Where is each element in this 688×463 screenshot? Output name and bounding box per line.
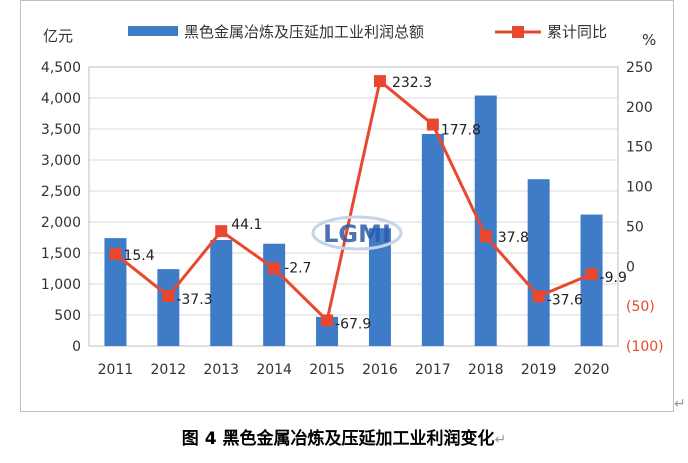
combo-chart: 05001,0001,5002,0002,5003,0003,5004,0004… <box>41 23 664 378</box>
bar <box>104 238 127 346</box>
line-point <box>373 75 386 88</box>
right-tick-label: 0 <box>626 259 635 275</box>
bar <box>210 239 233 346</box>
right-tick-label: (100) <box>626 339 664 355</box>
right-tick-label: (50) <box>626 299 655 315</box>
data-label: 37.8 <box>498 230 529 246</box>
bar <box>368 228 391 346</box>
data-label: -9.9 <box>600 270 627 286</box>
left-tick-label: 2,500 <box>41 184 81 200</box>
data-label: -37.6 <box>547 292 583 308</box>
line-point <box>532 290 545 303</box>
left-axis-unit: 亿元 <box>43 27 73 45</box>
right-tick-label: 150 <box>626 140 653 156</box>
bar <box>527 179 550 346</box>
left-tick-label: 500 <box>54 308 81 324</box>
line-point <box>162 290 175 303</box>
x-tick-label: 2015 <box>309 362 345 378</box>
right-tick-label: 200 <box>626 100 653 116</box>
line-point <box>109 248 122 261</box>
data-label: 177.8 <box>441 123 481 139</box>
watermark-ring <box>311 215 403 251</box>
right-tick-label: 50 <box>626 219 644 235</box>
right-tick-label: 100 <box>626 180 653 196</box>
x-tick-label: 2016 <box>362 362 398 378</box>
line-point <box>426 118 439 131</box>
figure-caption: 图 4 黑色金属冶炼及压延加工业利润变化↵ <box>0 424 688 449</box>
line-point <box>268 262 281 275</box>
bar <box>421 133 444 346</box>
right-axis-unit: % <box>642 31 656 49</box>
data-label: 232.3 <box>392 75 432 91</box>
data-label: -37.3 <box>176 292 212 308</box>
x-tick-label: 2020 <box>574 362 610 378</box>
data-label: 44.1 <box>231 217 262 233</box>
watermark-logo: LGMI <box>323 220 391 248</box>
bar <box>580 214 603 346</box>
x-tick-label: 2011 <box>98 362 134 378</box>
caption-text: 图 4 黑色金属冶炼及压延加工业利润变化 <box>181 429 495 449</box>
x-tick-label: 2019 <box>521 362 557 378</box>
left-tick-label: 1,500 <box>41 246 81 262</box>
return-mark: ↵ <box>674 396 686 412</box>
bar <box>263 243 286 346</box>
left-tick-label: 1,000 <box>41 277 81 293</box>
left-tick-label: 2,000 <box>41 215 81 231</box>
line-point <box>215 225 228 238</box>
legend-line-label: 累计同比 <box>547 23 607 41</box>
left-tick-label: 3,500 <box>41 122 81 138</box>
legend-bar-label: 黑色金属冶炼及压延加工业利润总额 <box>184 23 424 41</box>
legend-bar-swatch <box>128 26 178 36</box>
left-tick-label: 4,500 <box>41 60 81 76</box>
data-label: -2.7 <box>284 260 311 276</box>
line-point <box>321 314 334 327</box>
x-tick-label: 2012 <box>151 362 187 378</box>
x-tick-label: 2017 <box>415 362 451 378</box>
plot-border <box>88 66 619 347</box>
data-label: 15.4 <box>123 248 154 264</box>
chart-frame: 0 500 1,000 1,500 2,000 2,500 3,000 3,500 4,000 4… <box>20 0 674 412</box>
legend-line-marker <box>512 26 524 38</box>
x-tick-label: 2018 <box>468 362 504 378</box>
left-tick-label: 3,000 <box>41 153 81 169</box>
bar <box>474 95 497 347</box>
left-tick-label: 4,000 <box>41 91 81 107</box>
line-point <box>479 230 492 243</box>
left-tick-label: 0 <box>72 339 81 355</box>
right-tick-label: 250 <box>626 60 653 76</box>
line-series-yoy <box>114 79 593 322</box>
caption-return-mark: ↵ <box>494 432 507 448</box>
x-tick-label: 2013 <box>203 362 239 378</box>
line-point <box>585 268 598 281</box>
x-tick-label: 2014 <box>256 362 292 378</box>
data-label: -67.9 <box>335 316 371 332</box>
